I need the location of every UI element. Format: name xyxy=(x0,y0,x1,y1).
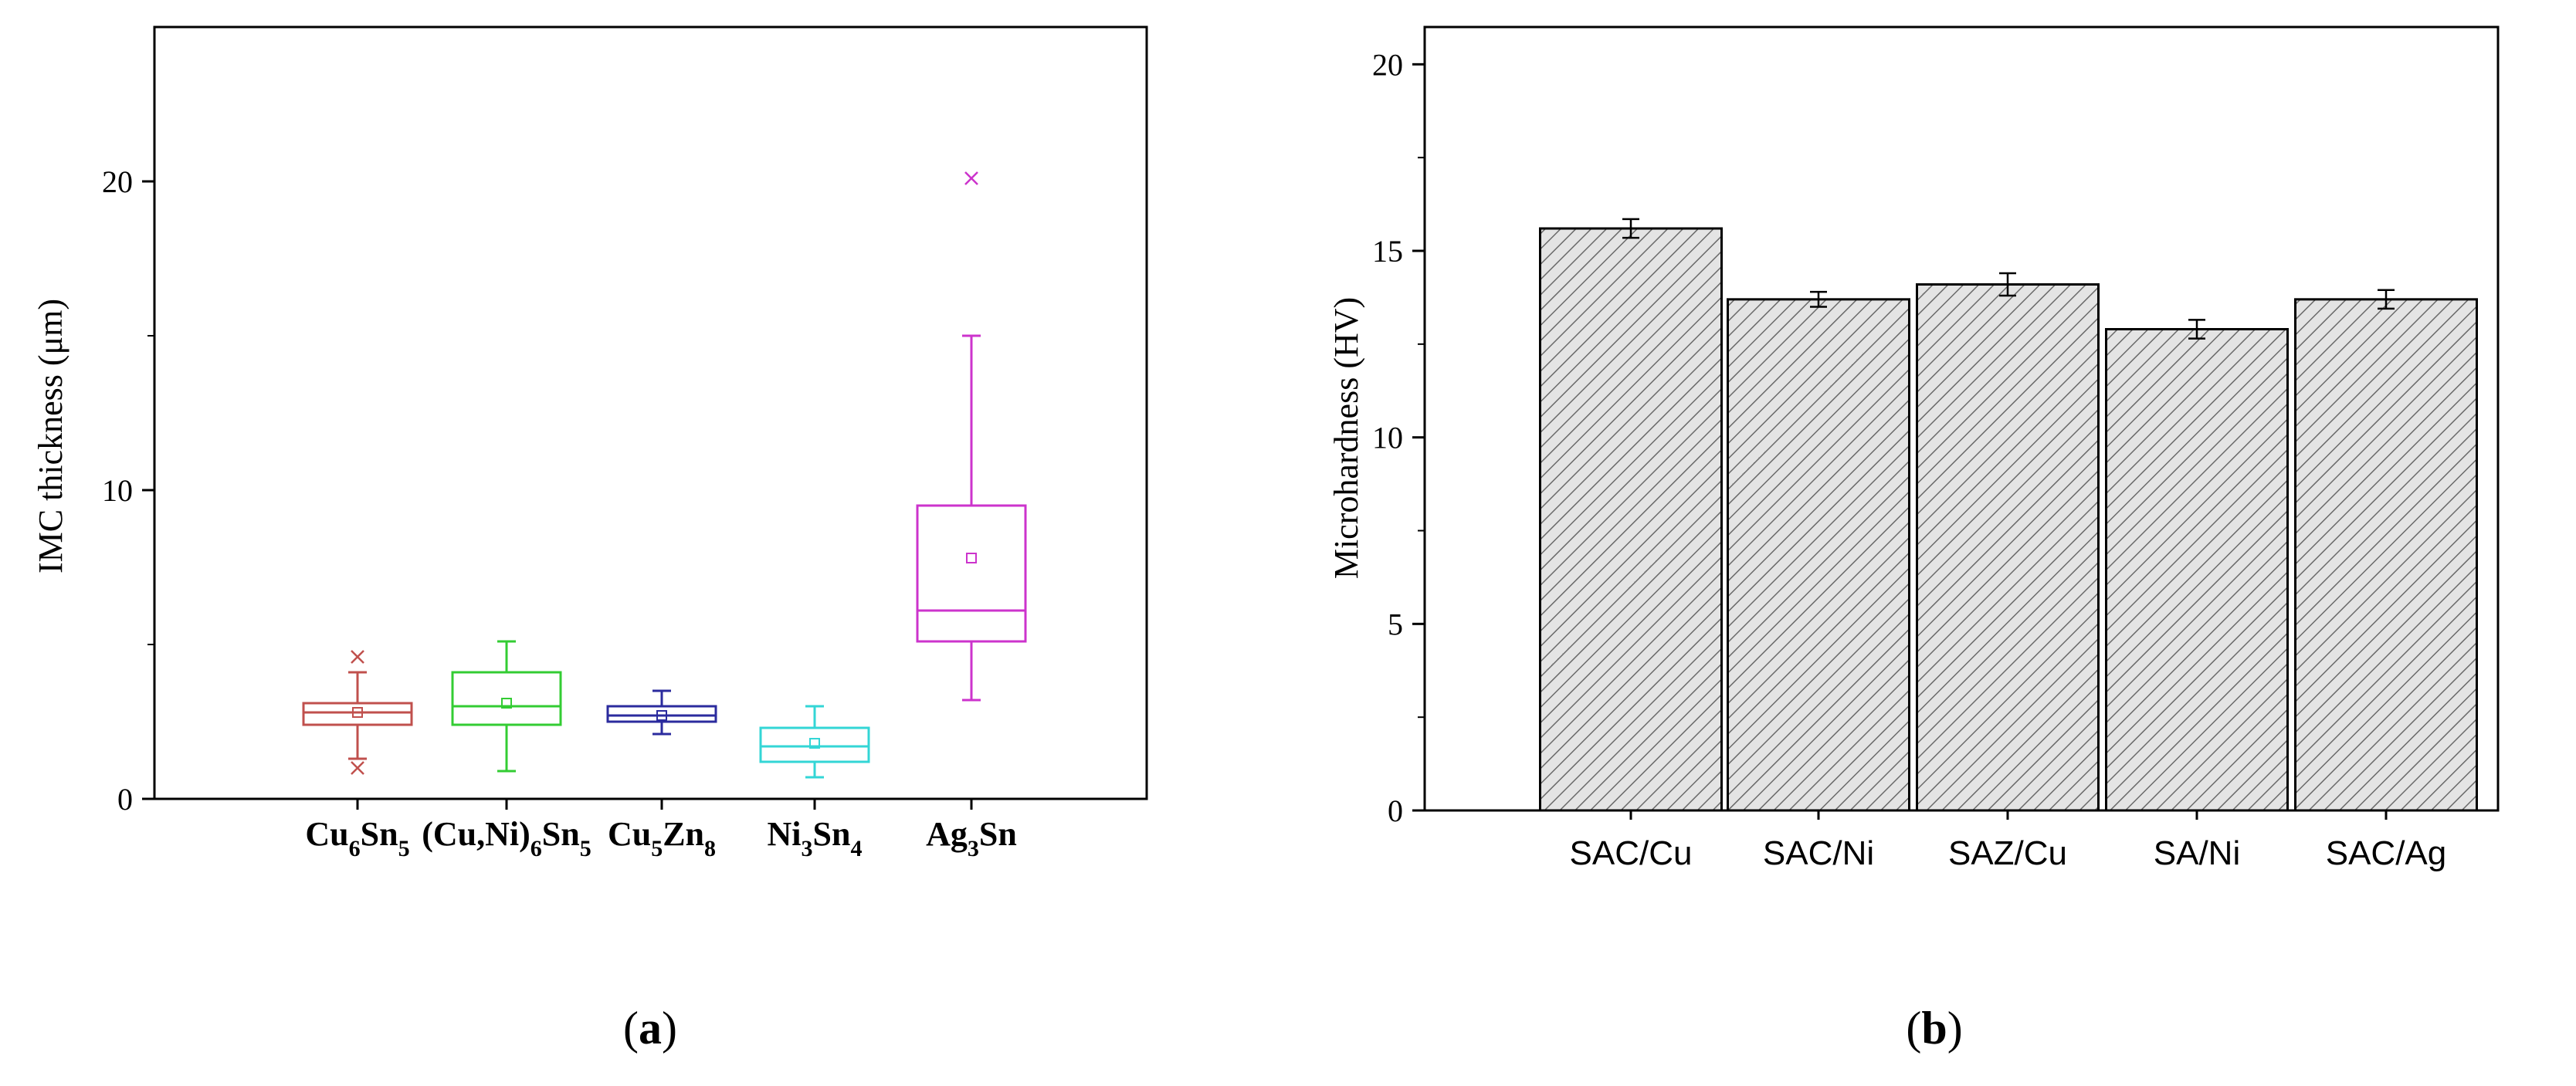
x-tick-label: (Cu,Ni)6Sn5 xyxy=(422,815,591,861)
panel-b-x-tick-labels: SAC/Cu SAC/Ni SAZ/Cu SA/Ni SAC/Ag xyxy=(1570,810,2447,872)
box-3 xyxy=(759,705,870,779)
panel-a-boxplot: 0 10 20 Cu6Sn5 (Cu,Ni)6Sn5 Cu5Zn8 Ni3Sn4 Ag3Sn… xyxy=(32,25,1148,1054)
box-2 xyxy=(606,689,717,736)
y-tick-label: 20 xyxy=(1372,47,1403,82)
outlier-marker xyxy=(351,761,364,775)
box-iqr xyxy=(916,504,1027,643)
y-tick-label: 0 xyxy=(117,782,133,817)
panel-a-y-axis-label: IMC thickness (μm) xyxy=(32,299,69,573)
mean-marker xyxy=(352,707,363,718)
panel-b-axes-frame xyxy=(1423,25,2500,812)
x-tick-label: SAC/Cu xyxy=(1570,834,1693,872)
mean-marker xyxy=(809,738,820,749)
box-1 xyxy=(451,640,562,773)
bar-sac-cu xyxy=(1539,227,1723,812)
y-tick-label: 10 xyxy=(102,473,133,508)
y-tick-label: 10 xyxy=(1372,421,1403,455)
outlier-marker xyxy=(964,171,978,185)
y-tick-label: 15 xyxy=(1372,234,1403,269)
panel-a-x-tick-labels: Cu6Sn5 (Cu,Ni)6Sn5 Cu5Zn8 Ni3Sn4 Ag3Sn xyxy=(305,815,1016,861)
panel-b-y-axis-label: Microhardness (HV) xyxy=(1327,297,1365,579)
x-tick-label: Ag3Sn xyxy=(926,815,1017,861)
box-iqr xyxy=(759,726,870,763)
panel-b-barchart: 0 5 10 15 20 SAC/Cu SAC/Ni SAZ/Cu SA/Ni SAC/Ag M… xyxy=(1327,25,2500,1054)
x-tick-label: Ni3Sn4 xyxy=(768,815,863,861)
x-tick-label: Cu6Sn5 xyxy=(305,815,409,861)
panel-b-label: (b) xyxy=(1906,1003,1962,1054)
mean-marker xyxy=(966,553,977,563)
bar-saz-cu xyxy=(1916,283,2100,812)
outlier-marker xyxy=(351,650,364,664)
x-tick-label: Cu5Zn8 xyxy=(608,815,716,861)
mean-marker xyxy=(656,710,667,721)
bar-sac-ag xyxy=(2294,298,2478,812)
x-tick-label: SA/Ni xyxy=(2154,834,2240,872)
box-iqr xyxy=(302,702,413,726)
box-0 xyxy=(302,650,413,775)
y-tick-label: 20 xyxy=(102,164,133,199)
panel-a-label: (a) xyxy=(623,1003,677,1054)
x-tick-label: SAZ/Cu xyxy=(1948,834,2067,872)
panel-a-axes-frame xyxy=(153,25,1148,800)
panel-b-y-ticks: 0 5 10 15 20 xyxy=(1372,47,1425,828)
panel-a-boxes xyxy=(302,171,1027,779)
bar-sac-ni xyxy=(1727,298,1910,812)
box-iqr xyxy=(451,671,562,726)
box-4 xyxy=(916,171,1027,702)
x-tick-label: SAC/Ni xyxy=(1763,834,1874,872)
y-tick-label: 0 xyxy=(1388,793,1403,828)
y-tick-label: 5 xyxy=(1388,607,1403,641)
box-iqr xyxy=(606,705,717,723)
x-tick-label: SAC/Ag xyxy=(2326,834,2447,872)
mean-marker xyxy=(501,698,512,709)
panel-b-bars xyxy=(1539,218,2478,812)
panel-a-y-ticks: 0 10 20 xyxy=(102,164,973,817)
bar-sa-ni xyxy=(2105,328,2289,812)
